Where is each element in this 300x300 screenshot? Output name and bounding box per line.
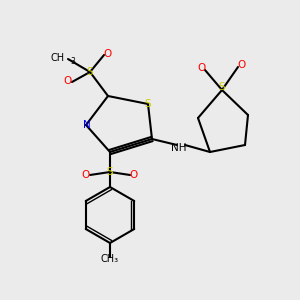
Text: NH: NH [171,143,187,153]
Text: S: S [107,167,113,177]
Text: O: O [64,76,72,86]
Text: CH₃: CH₃ [101,254,119,264]
Text: N: N [83,120,91,130]
Text: S: S [87,67,93,77]
Text: O: O [104,49,112,59]
Text: O: O [82,170,90,180]
Text: S: S [219,82,225,92]
Text: O: O [197,63,205,73]
Text: O: O [130,170,138,180]
Text: 3: 3 [70,56,75,65]
Text: CH: CH [51,53,65,63]
Text: S: S [145,99,151,109]
Text: O: O [238,60,246,70]
